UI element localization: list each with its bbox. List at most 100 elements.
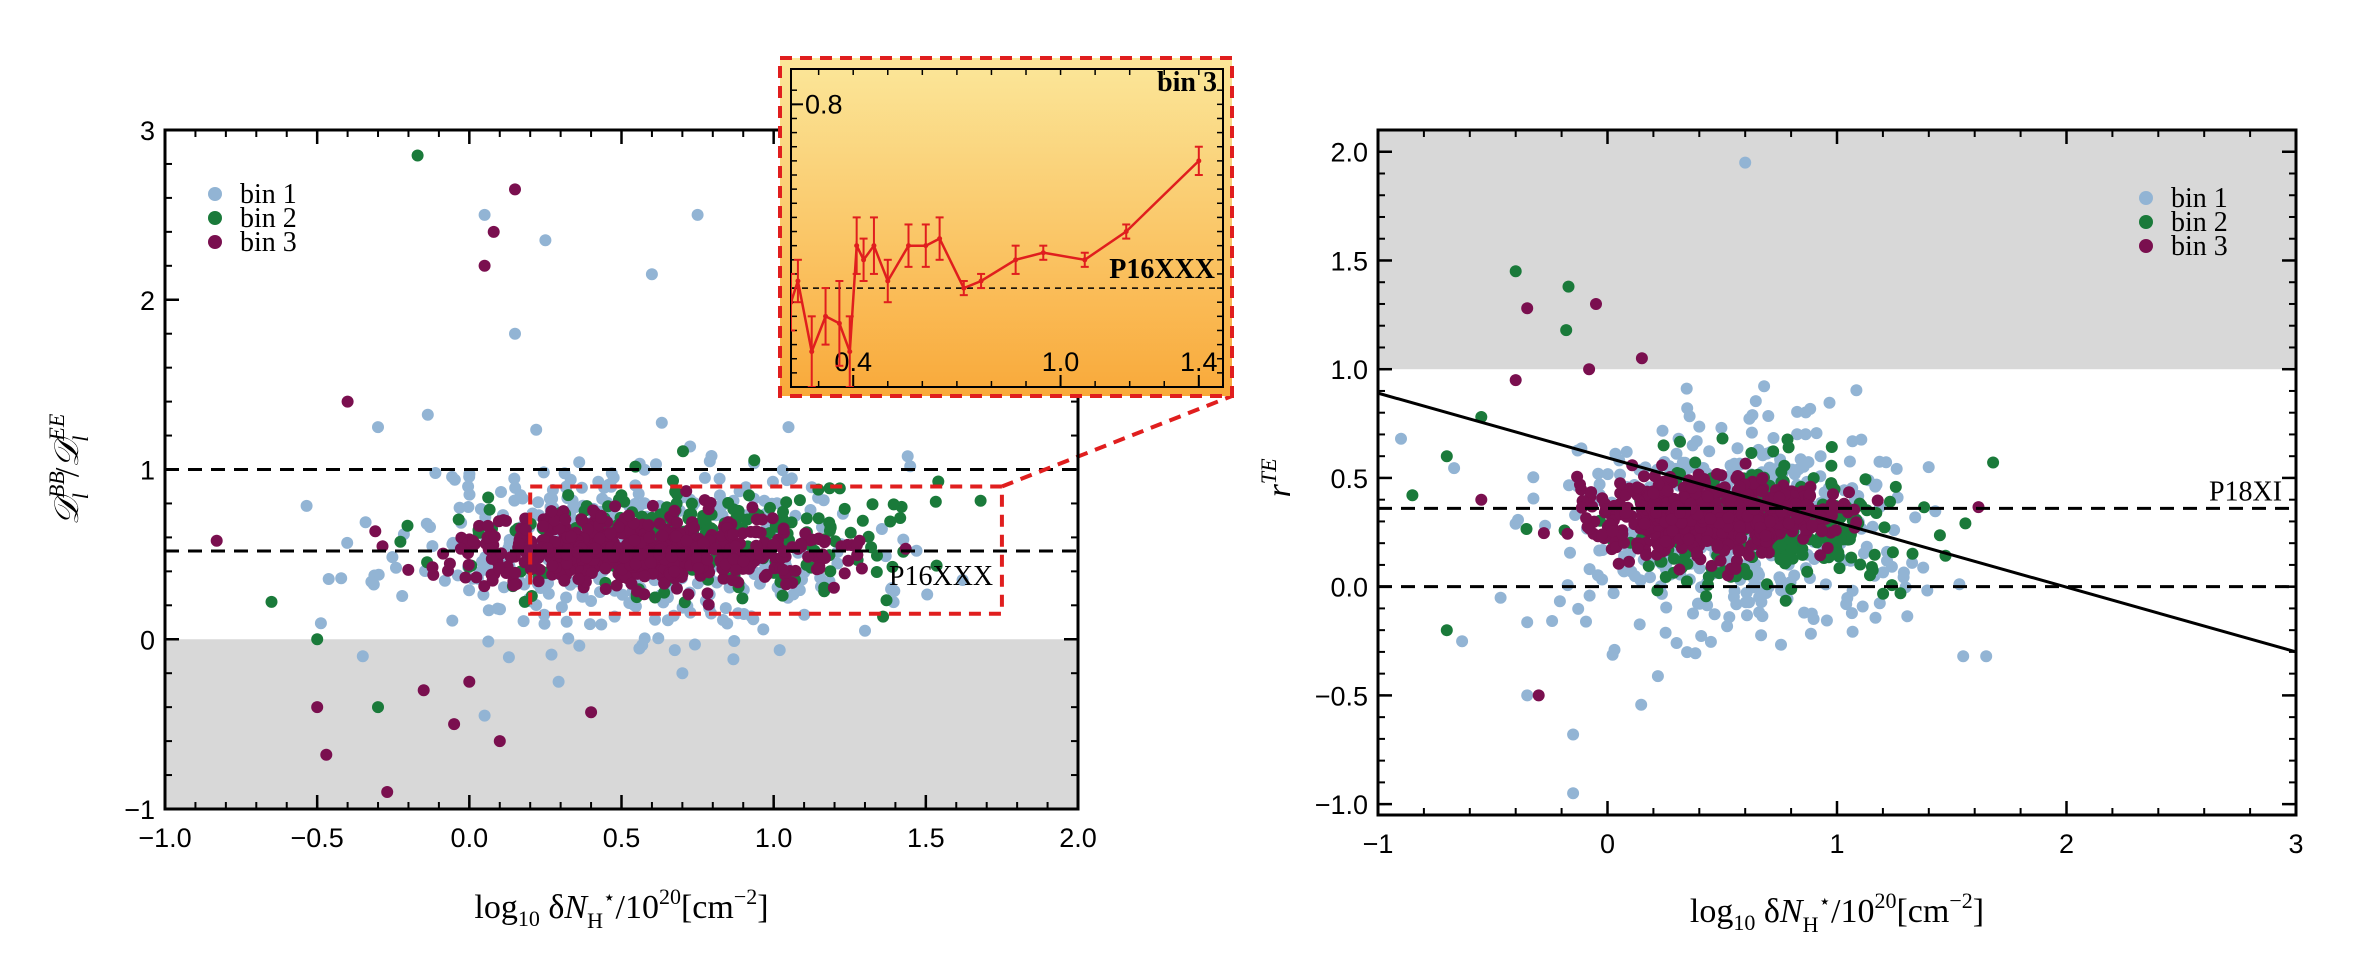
data-point: [502, 651, 515, 664]
y-tick-label: 0.0: [1330, 573, 1368, 603]
data-point: [1659, 626, 1672, 639]
data-point: [645, 268, 658, 281]
data-point: [1520, 523, 1533, 535]
data-point: [1670, 637, 1683, 649]
legend-marker: [2139, 191, 2153, 205]
data-point: [1684, 497, 1697, 510]
data-point: [670, 530, 683, 543]
data-point: [1732, 545, 1745, 558]
data-point: [1701, 490, 1714, 503]
reference-label: P18XI: [2209, 476, 2282, 507]
data-point: [901, 450, 914, 463]
data-point: [654, 543, 667, 556]
data-point: [1682, 533, 1695, 546]
data-point: [1723, 611, 1736, 624]
data-point: [880, 594, 893, 607]
inset-point: [836, 320, 842, 326]
data-point: [1743, 596, 1755, 609]
x-tick-label: −1: [1363, 829, 1394, 859]
legend-marker: [208, 211, 222, 225]
y-tick-label: 1: [140, 456, 155, 486]
data-point: [1711, 539, 1724, 552]
data-point: [509, 327, 521, 340]
data-point: [589, 542, 602, 555]
data-point: [618, 551, 630, 564]
data-point: [1890, 462, 1903, 475]
data-point: [701, 553, 714, 566]
data-point: [446, 614, 459, 627]
data-point: [656, 529, 669, 542]
inset-point: [823, 313, 829, 319]
data-point: [1596, 528, 1609, 541]
data-point: [1693, 420, 1706, 433]
data-point: [1791, 405, 1804, 418]
data-point: [824, 520, 837, 533]
points-group: [210, 149, 987, 798]
data-point: [1741, 609, 1753, 622]
data-point: [665, 550, 678, 563]
data-point: [595, 618, 608, 631]
data-point: [1850, 516, 1863, 529]
data-point: [1767, 445, 1780, 458]
data-point: [697, 537, 710, 550]
data-point: [1583, 563, 1596, 576]
data-point: [729, 540, 742, 553]
data-point: [793, 494, 806, 507]
data-point: [1681, 402, 1694, 415]
inset-point: [847, 349, 853, 355]
data-point: [668, 565, 681, 578]
data-point: [680, 534, 693, 547]
data-point: [1807, 613, 1820, 625]
data-point: [1803, 488, 1816, 501]
data-point: [1797, 460, 1810, 473]
data-point: [356, 650, 369, 663]
data-point: [1521, 689, 1534, 702]
data-point: [798, 608, 811, 621]
data-point: [396, 590, 409, 602]
data-point: [1635, 499, 1648, 512]
data-point: [737, 608, 750, 620]
data-point: [1743, 412, 1756, 425]
inset-point: [923, 243, 929, 249]
data-point: [1987, 456, 2000, 469]
data-point: [638, 632, 651, 645]
data-point: [421, 408, 434, 421]
data-point: [1788, 569, 1801, 582]
data-point: [509, 183, 521, 196]
data-point: [548, 514, 561, 527]
data-point: [899, 542, 912, 555]
data-point: [688, 638, 701, 651]
data-point: [1651, 670, 1664, 683]
data-point: [631, 585, 644, 598]
data-point: [572, 573, 585, 585]
data-point: [482, 491, 495, 504]
data-point: [1690, 435, 1703, 448]
data-point: [488, 530, 501, 543]
data-point: [1820, 614, 1833, 627]
data-point: [1593, 478, 1606, 491]
data-point: [1614, 468, 1626, 481]
data-point: [758, 570, 771, 583]
inset-data: [791, 145, 1203, 387]
data-point: [750, 525, 763, 538]
data-point: [1825, 441, 1838, 453]
inset-border: [778, 56, 1234, 398]
data-point: [761, 547, 774, 560]
data-point: [1553, 595, 1566, 608]
data-point: [533, 563, 546, 576]
data-point: [778, 545, 790, 558]
x-tick-label: 2: [2059, 829, 2074, 859]
data-point: [671, 516, 683, 529]
data-point: [1843, 486, 1855, 499]
data-point: [482, 543, 495, 556]
data-point: [359, 516, 372, 529]
data-point: [1753, 591, 1766, 604]
y-tick-label: 2: [140, 286, 155, 316]
data-point: [887, 498, 900, 511]
data-point: [1715, 421, 1728, 434]
data-point: [618, 495, 631, 508]
data-point: [498, 581, 510, 594]
data-point: [1788, 468, 1801, 481]
inset-point: [978, 278, 984, 284]
